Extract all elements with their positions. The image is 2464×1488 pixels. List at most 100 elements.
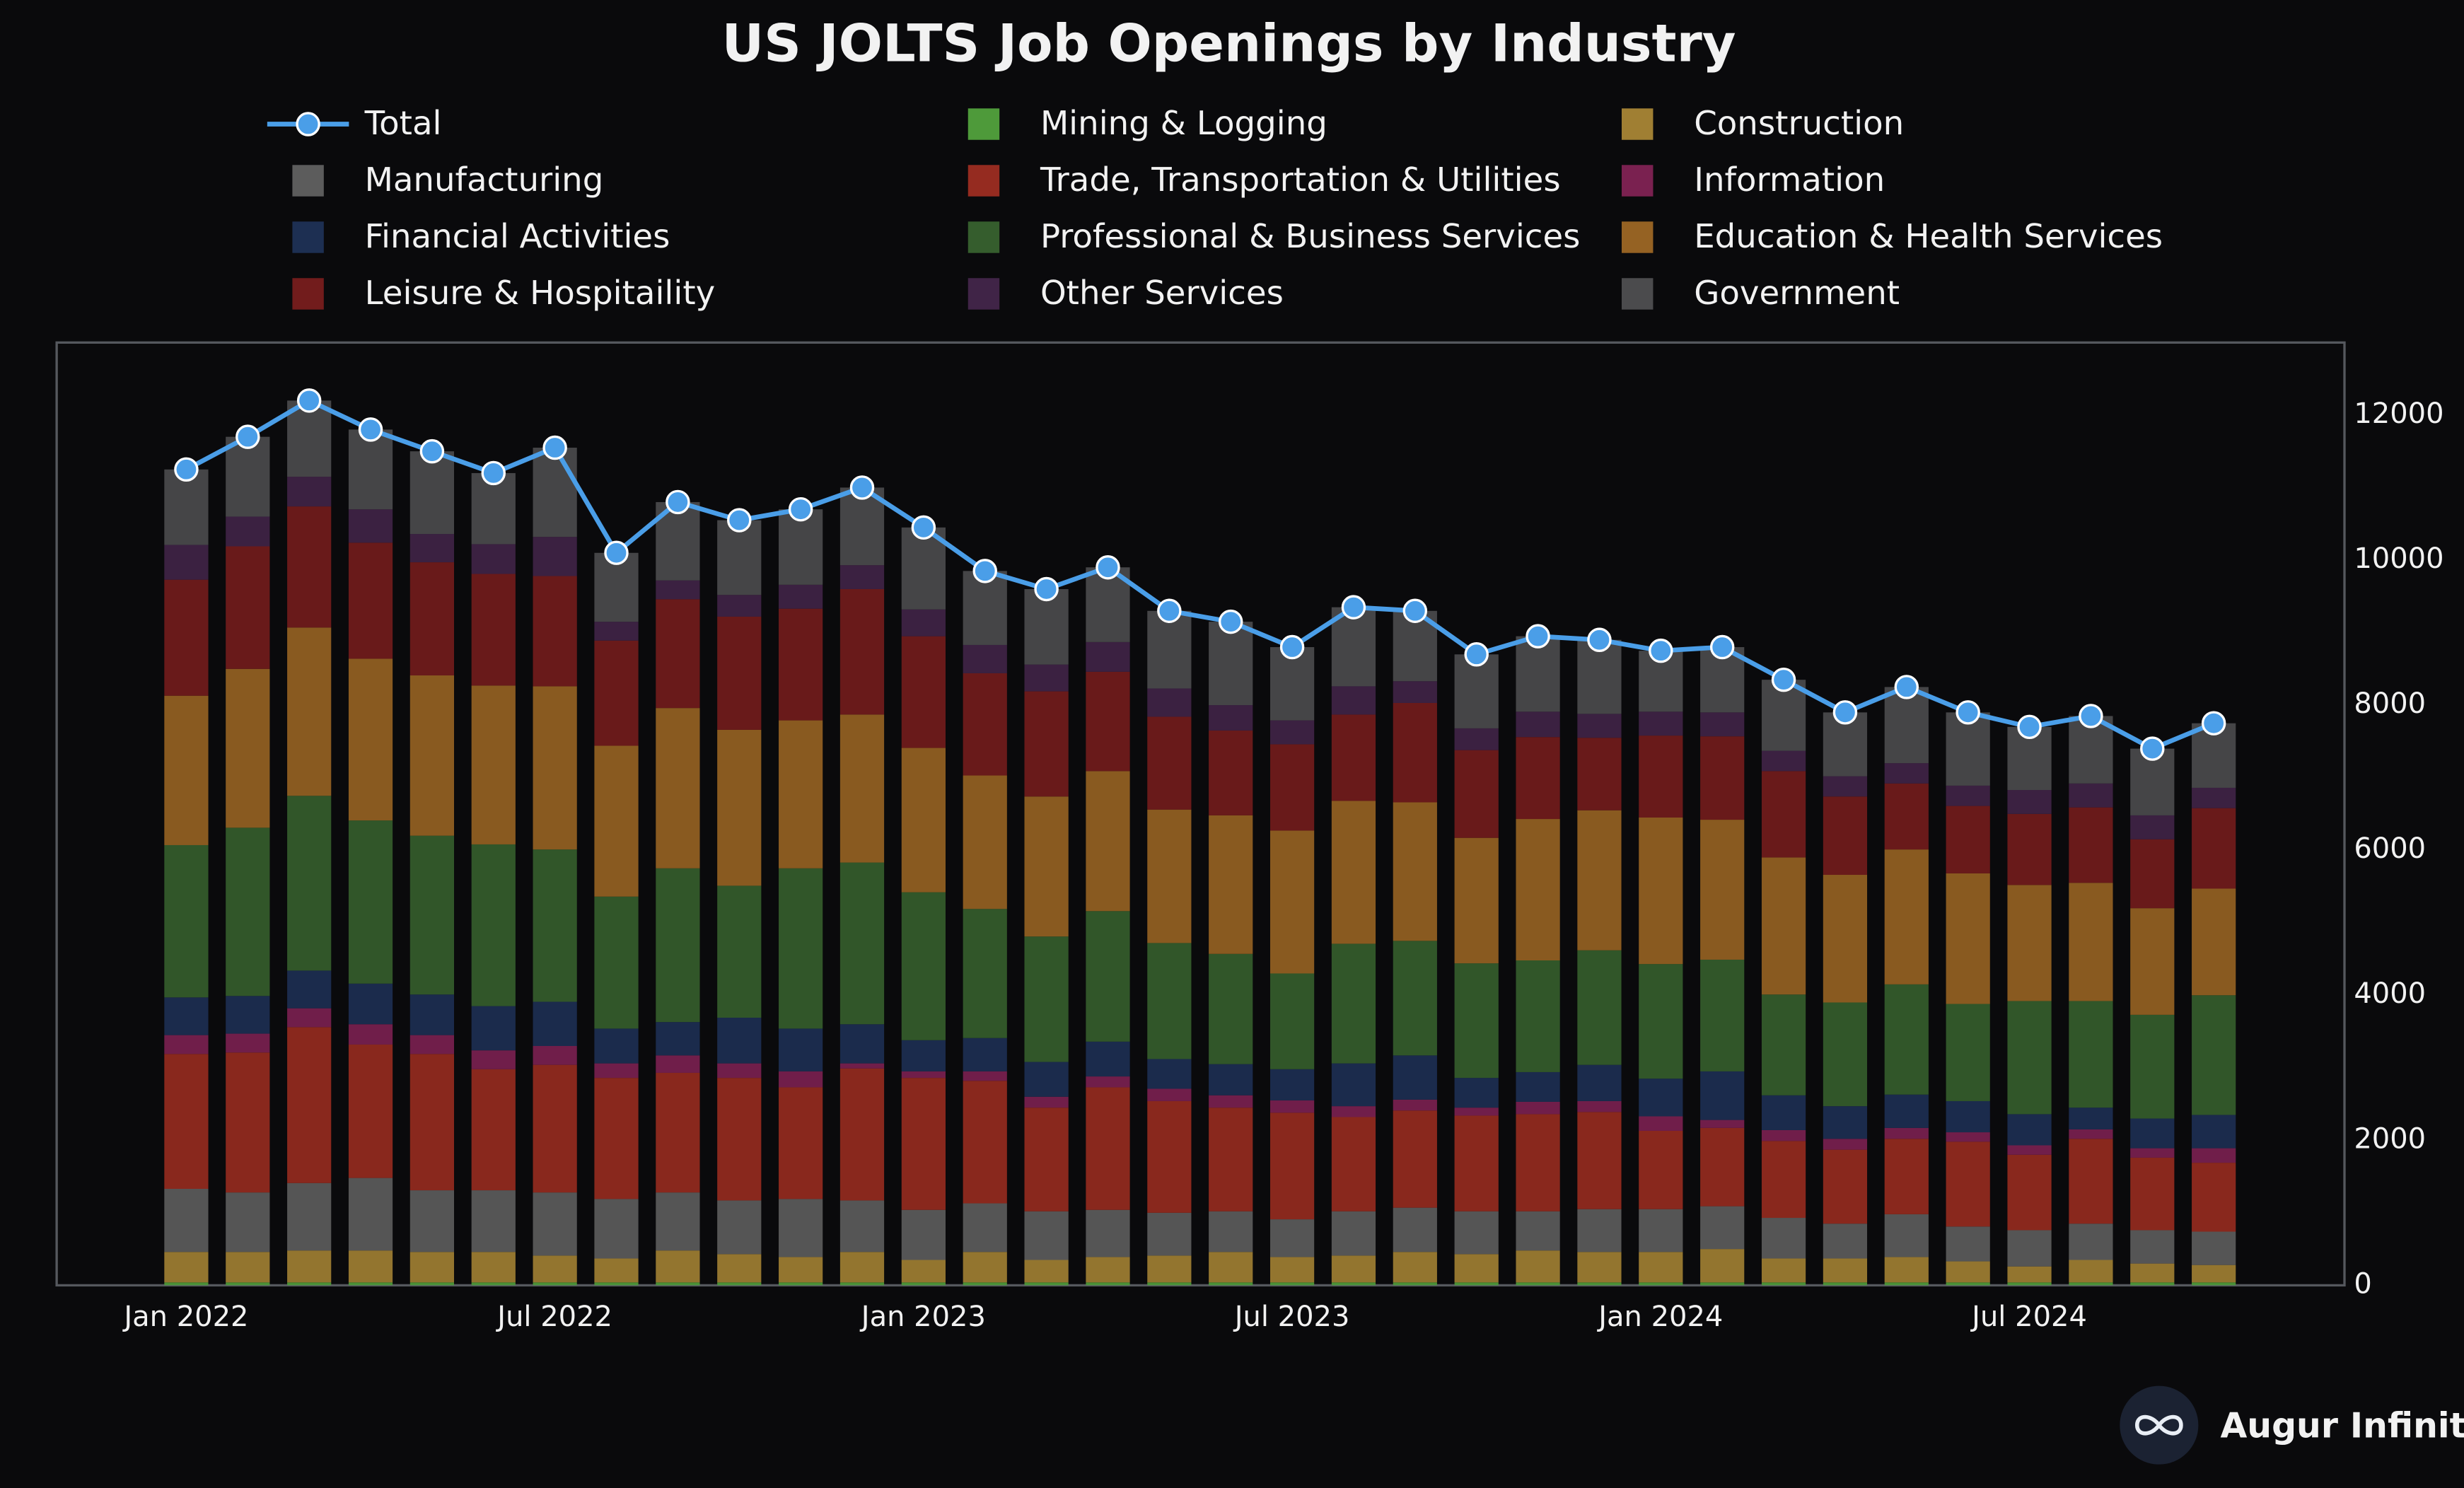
bar-segment [2130, 1118, 2175, 1149]
legend-swatch [967, 278, 1000, 310]
bar-segment [287, 1282, 332, 1286]
bar-segment [963, 644, 1007, 673]
bar-segment [1454, 1108, 1499, 1116]
bar-segment [1147, 1059, 1192, 1089]
bar-segment [901, 892, 946, 1040]
bar-segment [1700, 1282, 1745, 1286]
bar-segment [2007, 1001, 2052, 1115]
total-point [296, 388, 322, 413]
bar-segment [533, 1282, 577, 1286]
x-tick-label: Jul 2023 [1233, 1301, 1350, 1333]
bar-segment [287, 1182, 332, 1251]
total-point [542, 435, 567, 460]
bar-segment [348, 820, 393, 984]
bar-segment [1454, 837, 1499, 964]
bar-segment [963, 1252, 1007, 1283]
bar-segment [287, 796, 332, 971]
bar-segment [901, 1071, 946, 1079]
legend-item: Other Services [967, 274, 1284, 313]
bar-segment [779, 1087, 823, 1199]
bar-segment [1577, 639, 1622, 714]
plot-frame [55, 341, 2346, 1287]
bar-segment [1577, 1252, 1622, 1283]
bar-segment [1639, 1252, 1683, 1283]
total-point [972, 559, 997, 583]
bar-segment [901, 748, 946, 893]
bar-segment [1331, 1106, 1376, 1117]
bar-segment [471, 1282, 516, 1286]
bar-segment [2069, 1001, 2113, 1108]
legend-label: Construction [1694, 105, 1904, 143]
bar-segment [2130, 1014, 2175, 1119]
bar-segment [1454, 1078, 1499, 1108]
bar-segment [839, 565, 885, 589]
bar-segment [2007, 790, 2052, 814]
legend-label: Education & Health Services [1694, 218, 2163, 256]
legend-swatch [967, 108, 1000, 140]
bar-segment [656, 1250, 700, 1283]
bar-segment [779, 720, 823, 868]
bar-segment [409, 1252, 455, 1283]
legend-swatch [1621, 278, 1654, 310]
bar-segment [717, 520, 762, 595]
bar-segment [2007, 1114, 2052, 1146]
bar-segment [1639, 964, 1683, 1079]
total-point [1649, 638, 1673, 663]
bar-segment [839, 1200, 885, 1252]
total-point [666, 489, 690, 515]
bar-segment [471, 1006, 516, 1051]
bar-segment [901, 609, 946, 637]
bar-segment [164, 469, 209, 545]
bar-segment [1393, 1110, 1437, 1208]
bar-segment [1516, 1211, 1560, 1251]
bar-segment [839, 1063, 885, 1069]
bar-segment [901, 636, 946, 748]
bar-segment [1269, 1100, 1315, 1113]
bar-segment [348, 658, 393, 821]
bar-segment [533, 537, 577, 576]
bar-segment [1884, 849, 1929, 984]
bar-segment [1331, 1255, 1376, 1283]
bar-segment [2130, 1148, 2175, 1158]
legend-item: Information [1621, 161, 1885, 199]
bar-segment [2130, 1157, 2175, 1231]
bar-segment [1331, 801, 1376, 944]
bar-segment [1946, 1261, 1990, 1283]
bar-segment [1946, 873, 1990, 1004]
bar-segment [2007, 1145, 2052, 1155]
bar-segment [963, 571, 1007, 645]
bar-segment [1393, 681, 1437, 703]
bar-segment [839, 487, 885, 566]
bar-segment [409, 994, 455, 1035]
bar-segment [901, 1260, 946, 1283]
legend-item: Trade, Transportation & Utilities [967, 161, 1561, 199]
y-tick-label: 4000 [2354, 977, 2426, 1010]
bar-segment [1823, 1139, 1868, 1150]
bar-segment [1147, 688, 1192, 717]
bar-segment [901, 1078, 946, 1210]
bar-segment [164, 1035, 209, 1054]
bar-segment [1884, 687, 1929, 764]
bar-segment [594, 622, 639, 641]
bar-segment [656, 1022, 700, 1056]
bar-segment [287, 1008, 332, 1028]
legend-item: Education & Health Services [1621, 218, 2163, 256]
bar-segment [594, 1063, 639, 1079]
bar-segment [1269, 1069, 1315, 1100]
bar-segment [1209, 730, 1253, 815]
bar-segment [1086, 671, 1130, 772]
legend-swatch [1621, 108, 1654, 140]
bar-segment [839, 588, 885, 715]
bar-segment [348, 1282, 393, 1286]
bar-segment [963, 775, 1007, 909]
bar-segment [1209, 1252, 1253, 1283]
bar-segment [839, 1068, 885, 1201]
bar-segment [1086, 1257, 1130, 1283]
bar-segment [1639, 1079, 1683, 1117]
bar-segment [409, 1054, 455, 1191]
bar-segment [1577, 810, 1622, 951]
bar-segment [2007, 1154, 2052, 1231]
bar-segment [717, 595, 762, 617]
bar-segment [533, 448, 577, 537]
total-point [1526, 624, 1550, 649]
